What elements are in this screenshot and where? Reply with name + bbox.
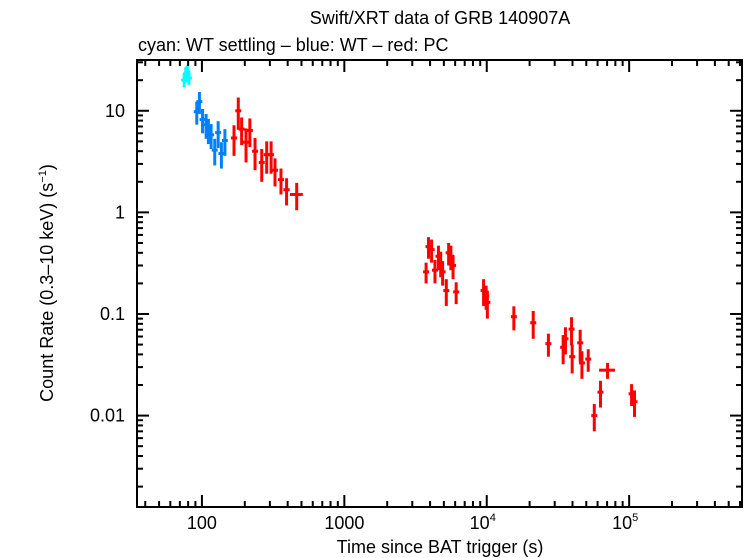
data-point (218, 142, 225, 169)
chart-subtitle: cyan: WT settling – blue: WT – red: PC (138, 35, 448, 55)
data-point (246, 118, 253, 147)
data-point (599, 362, 615, 379)
data-point (577, 329, 584, 362)
data-point (272, 158, 279, 187)
y-tick-label: 10 (105, 101, 125, 121)
data-point (585, 349, 592, 372)
x-tick-label: 100 (187, 513, 217, 533)
data-point (252, 137, 259, 171)
data-point (597, 380, 604, 408)
tick-labels: 100 1000 104 105 10 1 0.1 0.01 (90, 101, 638, 533)
y-axis-label-sup: −1 (37, 170, 49, 183)
data-point (196, 92, 203, 114)
x-tick-label: 1000 (324, 513, 364, 533)
data-point (423, 262, 430, 284)
data-point (568, 317, 575, 346)
data-point (238, 117, 245, 146)
data-point (631, 390, 638, 417)
y-tick-label: 1 (115, 202, 125, 222)
data-point (235, 97, 242, 130)
data-point (230, 125, 238, 156)
data-point (443, 279, 450, 306)
data-point (569, 344, 576, 374)
data-point (268, 141, 275, 174)
data-point (591, 404, 598, 432)
data-point (215, 121, 222, 149)
data-point (185, 72, 192, 85)
data-point (283, 178, 290, 206)
data-point (453, 282, 460, 305)
data-point (289, 182, 303, 211)
y-axis-label: Count Rate (0.3–10 keV) (s−1) (37, 164, 57, 402)
plot-frame (136, 59, 743, 508)
data-point (562, 327, 569, 355)
data-point (545, 333, 552, 357)
data-point (211, 138, 218, 166)
data-point (530, 310, 537, 339)
data-point (450, 255, 457, 280)
data-layer (181, 65, 638, 432)
y-axis-label-main: Count Rate (0.3–10 keV) (s (37, 183, 57, 402)
data-point (208, 124, 215, 150)
series-wt (193, 92, 228, 169)
data-point (199, 109, 206, 134)
y-tick-label: 0.1 (100, 304, 125, 324)
data-point (510, 306, 517, 331)
data-point (578, 351, 585, 379)
x-tick-label: 105 (612, 512, 638, 533)
chart-title: Swift/XRT data of GRB 140907A (310, 8, 570, 28)
ticks-layer (137, 60, 742, 507)
data-point (243, 128, 250, 163)
x-axis-label: Time since BAT trigger (s) (337, 537, 544, 557)
data-point (484, 290, 491, 319)
series-wt-settling (181, 65, 192, 88)
data-point (221, 129, 228, 156)
y-axis-label-end: ) (37, 164, 57, 170)
series-pc (230, 97, 638, 432)
x-tick-label: 104 (470, 512, 496, 533)
data-point (428, 239, 435, 263)
data-point (263, 141, 270, 174)
data-point (258, 149, 265, 182)
data-point (439, 261, 446, 286)
y-tick-label: 0.01 (90, 406, 125, 426)
data-point (277, 168, 284, 195)
